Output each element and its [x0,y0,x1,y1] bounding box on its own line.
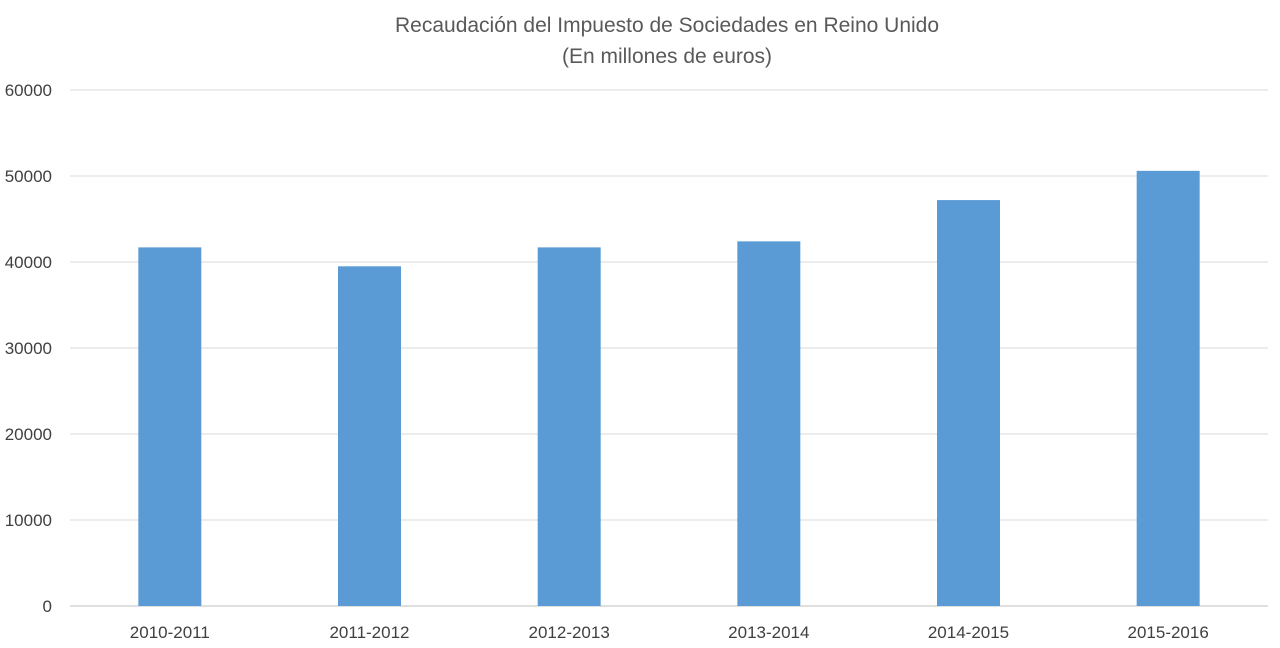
y-tick-label: 0 [43,597,52,616]
y-tick-label: 60000 [5,81,52,100]
y-axis-ticks: 0 10000 20000 30000 40000 50000 60000 [5,81,52,616]
y-tick-label: 30000 [5,339,52,358]
y-tick-label: 50000 [5,167,52,186]
y-tick-label: 20000 [5,425,52,444]
y-tick-label: 10000 [5,511,52,530]
chart-subtitle: (En millones de euros) [561,45,773,68]
y-tick-label: 40000 [5,253,52,272]
bar [737,241,801,607]
bar [138,247,202,606]
x-tick-label: 2011-2012 [329,623,409,642]
x-tick-label: 2012-2013 [529,623,610,642]
gridlines [70,89,1268,607]
bar [1136,170,1200,606]
bars [138,170,1200,607]
bar [937,200,1000,606]
chart-title-block: Recaudación del Impuesto de Sociedades e… [0,10,1280,72]
bar [338,266,401,606]
x-tick-label: 2015-2016 [1128,623,1209,642]
chart-title: Recaudación del Impuesto de Sociedades e… [394,14,940,37]
x-tick-label: 2014-2015 [928,623,1009,642]
bar [537,247,601,606]
x-axis-ticks: 2010-2011 2011-2012 2012-2013 2013-2014 2014… [130,623,1209,642]
x-tick-label: 2010-2011 [130,623,210,642]
x-tick-label: 2013-2014 [728,623,809,642]
